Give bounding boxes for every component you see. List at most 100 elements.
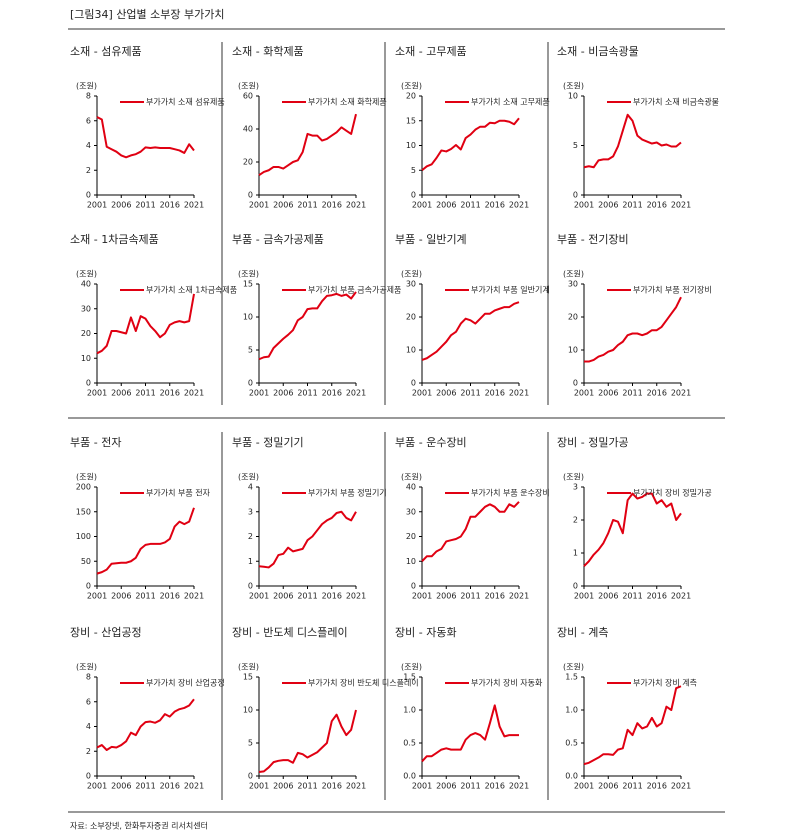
data-line	[421, 704, 519, 763]
y-tick-label: 20	[406, 313, 416, 322]
data-line	[583, 685, 682, 766]
y-tick-label: 30	[406, 507, 416, 516]
unit-label: (조원)	[76, 270, 97, 279]
x-tick-label: 2006	[598, 389, 618, 398]
x-tick-label: 2016	[322, 782, 342, 791]
x-tick-label: 2006	[111, 201, 131, 210]
legend-label: 부가가치 부품 전자	[146, 488, 211, 498]
legend-label: 부가가치 장비 계측	[633, 678, 697, 688]
x-tick-label: 2011	[135, 592, 155, 601]
y-tick-label: 0	[573, 379, 578, 388]
x-tick-label: 2011	[297, 592, 317, 601]
y-tick-label: 2	[86, 747, 91, 756]
x-tick-label: 2006	[111, 389, 131, 398]
y-tick-label: 0	[411, 379, 416, 388]
x-tick-label: 2001	[87, 592, 107, 601]
y-tick-label: 1	[248, 557, 253, 566]
x-tick-label: 2006	[598, 782, 618, 791]
unit-label: (조원)	[563, 270, 584, 279]
x-tick-label: 2016	[485, 782, 505, 791]
unit-label: (조원)	[401, 82, 422, 91]
legend-label: 부가가치 부품 운수장비	[471, 488, 550, 498]
x-tick-label: 2001	[249, 592, 269, 601]
x-tick-label: 2001	[87, 389, 107, 398]
legend-label: 부가가치 부품 전기장비	[633, 285, 712, 295]
chart-title: 소재 - 고무제품	[395, 45, 467, 58]
y-tick-label: 8	[86, 673, 91, 682]
x-tick-label: 2016	[160, 592, 180, 601]
unit-label: (조원)	[563, 473, 584, 482]
legend-label: 부가가치 부품 일반기계	[471, 285, 550, 295]
x-tick-label: 2011	[460, 389, 480, 398]
legend-label: 부가가치 부품 금속가공제품	[308, 286, 401, 295]
y-tick-label: 10	[568, 92, 578, 101]
x-tick-label: 2006	[598, 592, 618, 601]
x-tick-label: 2016	[485, 389, 505, 398]
chart-title: 부품 - 운수장비	[395, 436, 467, 449]
y-tick-label: 1.5	[403, 673, 416, 682]
y-tick-label: 4	[86, 141, 91, 150]
y-tick-label: 0	[248, 772, 253, 781]
y-tick-label: 40	[81, 280, 91, 289]
x-tick-label: 2021	[671, 201, 691, 210]
chart-title: 소재 - 섬유제품	[70, 45, 142, 58]
y-tick-label: 2	[248, 532, 253, 541]
y-tick-label: 30	[568, 280, 578, 289]
x-tick-label: 2011	[297, 201, 317, 210]
y-tick-label: 8	[86, 92, 91, 101]
legend-label: 부가가치 장비 반도체 디스플레이	[308, 678, 419, 688]
y-tick-label: 0	[573, 191, 578, 200]
x-tick-label: 2006	[111, 592, 131, 601]
y-tick-label: 3	[573, 483, 578, 492]
x-tick-label: 2016	[322, 389, 342, 398]
y-tick-label: 0	[248, 191, 253, 200]
y-tick-label: 10	[243, 313, 253, 322]
legend-label: 부가가치 소재 고무제품	[471, 98, 550, 107]
y-tick-label: 1.5	[565, 673, 578, 682]
legend-label: 부가가치 소재 비금속광물	[633, 97, 719, 107]
x-tick-label: 2006	[598, 201, 618, 210]
y-tick-label: 4	[248, 483, 253, 492]
x-tick-label: 2006	[111, 782, 131, 791]
data-line	[583, 492, 682, 567]
unit-label: (조원)	[401, 270, 422, 279]
x-tick-label: 2001	[574, 592, 594, 601]
chart-title: 부품 - 전자	[70, 436, 121, 449]
x-tick-label: 2016	[647, 389, 667, 398]
y-tick-label: 3	[248, 507, 253, 516]
x-tick-label: 2016	[647, 201, 667, 210]
y-tick-label: 20	[406, 532, 416, 541]
x-tick-label: 2011	[135, 389, 155, 398]
chart-title: 부품 - 정밀기기	[232, 436, 304, 449]
y-tick-label: 40	[243, 125, 253, 134]
unit-label: (조원)	[563, 663, 584, 672]
y-tick-label: 15	[406, 116, 416, 125]
y-tick-label: 0	[411, 582, 416, 591]
x-tick-label: 2016	[160, 201, 180, 210]
x-tick-label: 2011	[297, 389, 317, 398]
y-tick-label: 60	[243, 92, 253, 101]
x-tick-label: 2001	[574, 389, 594, 398]
y-tick-label: 0	[573, 582, 578, 591]
data-line	[584, 296, 682, 363]
y-tick-label: 30	[406, 280, 416, 289]
y-tick-label: 10	[406, 557, 416, 566]
y-tick-label: 20	[243, 158, 253, 167]
x-tick-label: 2001	[412, 201, 432, 210]
y-tick-label: 150	[76, 507, 91, 516]
x-tick-label: 2021	[184, 592, 204, 601]
legend-label: 부가가치 장비 정밀가공	[633, 488, 712, 498]
x-tick-label: 2011	[622, 389, 642, 398]
x-tick-label: 2021	[509, 592, 529, 601]
x-tick-label: 2021	[184, 782, 204, 791]
unit-label: (조원)	[76, 663, 97, 672]
data-line	[421, 301, 520, 361]
data-line	[258, 510, 357, 569]
x-tick-label: 2021	[346, 389, 366, 398]
unit-label: (조원)	[76, 82, 97, 91]
y-tick-label: 20	[568, 313, 578, 322]
unit-label: (조원)	[563, 82, 584, 91]
y-tick-label: 15	[243, 280, 253, 289]
y-tick-label: 10	[243, 706, 253, 715]
